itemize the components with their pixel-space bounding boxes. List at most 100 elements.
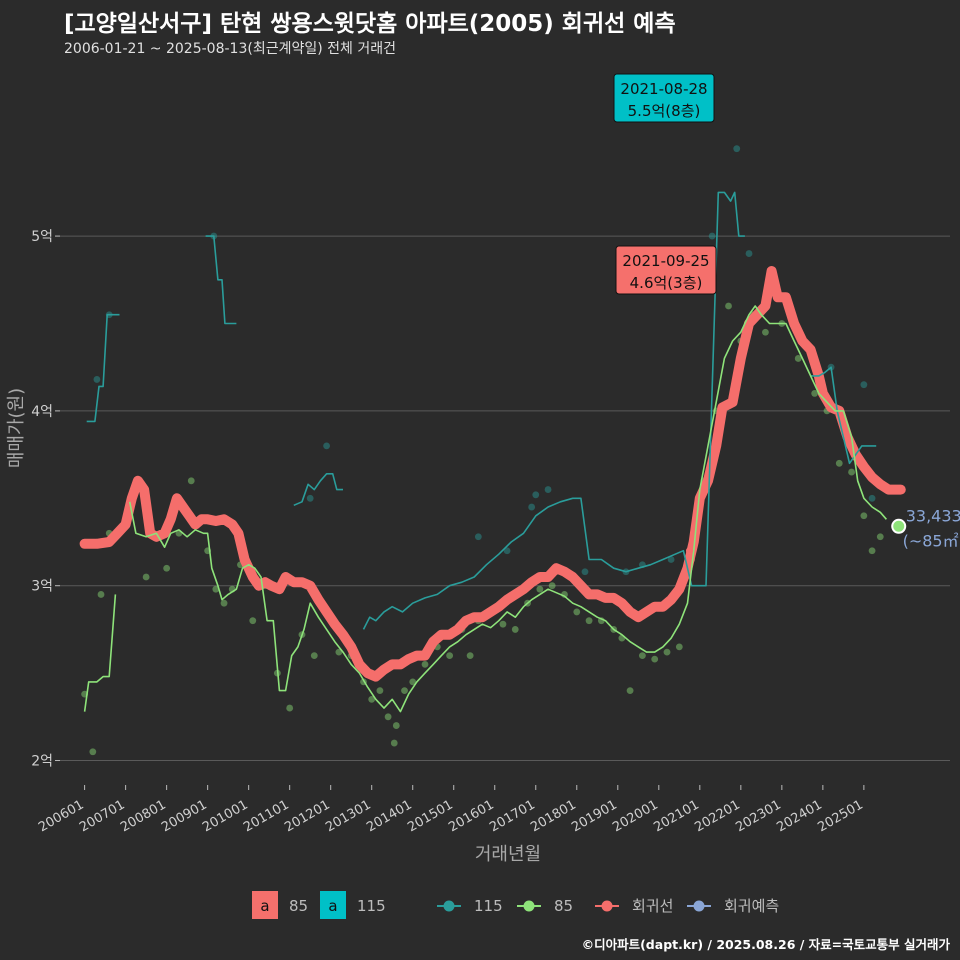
series-line-115	[810, 366, 877, 465]
y-tick-label: 3억	[31, 579, 53, 595]
scatter-layer	[81, 145, 884, 756]
scatter-point-85	[499, 620, 507, 628]
axis-layer: 2억3억4억5억20060120070120080120090120100120…	[6, 229, 866, 865]
legend-line-marker	[523, 900, 535, 912]
x-tick-label: 200701	[77, 797, 127, 835]
scatter-point-85	[573, 608, 581, 616]
y-tick-label: 4억	[31, 404, 53, 420]
x-tick-label: 202201	[692, 797, 742, 835]
x-tick-label: 200601	[36, 797, 86, 835]
x-tick-label: 202001	[610, 797, 660, 835]
legend-line-label: 회귀예측	[724, 897, 779, 915]
scatter-point-85	[97, 591, 105, 598]
scatter-point-85	[638, 652, 646, 660]
scatter-point-85	[187, 477, 195, 485]
annotation-85-price: 4.6억(3층)	[630, 274, 703, 292]
legend-fill-key: a	[260, 897, 269, 915]
x-tick-label: 202401	[774, 797, 824, 835]
legend-fill-swatch	[320, 891, 346, 919]
scatter-point-85	[835, 459, 843, 467]
scatter-point-115	[474, 533, 482, 541]
scatter-point-85	[511, 626, 519, 633]
legend-fill-label: 115	[357, 897, 386, 915]
annotation-115-price: 5.5억(8층)	[628, 102, 701, 120]
scatter-point-115	[667, 556, 675, 563]
scatter-point-115	[581, 568, 589, 576]
scatter-point-85	[675, 643, 683, 651]
scatter-point-85	[392, 722, 400, 729]
legend-fill-label: 85	[289, 897, 308, 915]
scatter-point-85	[384, 713, 392, 721]
scatter-point-85	[401, 687, 408, 694]
scatter-point-85	[376, 687, 384, 694]
scatter-point-115	[708, 232, 716, 240]
forecast-area: (~85㎡)	[903, 531, 960, 550]
x-tick-label: 201501	[405, 797, 455, 835]
series-line-115	[86, 313, 120, 423]
scatter-point-85	[548, 582, 556, 590]
x-tick-label: 201101	[241, 797, 291, 835]
scatter-point-85	[651, 655, 659, 663]
credit-text: ©디아파트(dapt.kr) / 2025.08.26 / 자료=국토교통부 실…	[581, 937, 950, 952]
scatter-point-85	[335, 648, 343, 656]
y-tick-label: 5억	[31, 229, 53, 245]
scatter-point-85	[466, 652, 474, 660]
y-tick-label: 2억	[31, 754, 53, 770]
scatter-point-85	[142, 573, 150, 581]
scatter-point-85	[876, 533, 884, 541]
x-tick-label: 200801	[118, 797, 168, 835]
legend: a 85 a 115 115 85 회귀선 회귀예측	[252, 891, 779, 919]
scatter-point-85	[585, 617, 593, 625]
x-axis-title: 거래년월	[475, 844, 541, 865]
scatter-point-85	[446, 652, 454, 660]
scatter-point-85	[220, 599, 228, 607]
line-layer	[79, 191, 906, 713]
page-title: [고양일산서구] 탄현 쌍용스윗닷홈 아파트(2005) 회귀선 예측	[64, 11, 676, 37]
scatter-point-85	[409, 678, 417, 686]
forecast-value: 33,433	[906, 506, 960, 525]
annotation-85-marker	[685, 547, 694, 555]
legend-line-marker	[693, 900, 705, 912]
grid-layer	[60, 235, 950, 762]
legend-line-label: 회귀선	[632, 897, 673, 915]
legend-line-label: 85	[554, 897, 573, 915]
forecast-marker	[891, 518, 907, 534]
scatter-point-115	[306, 494, 314, 502]
annotation-layer: 2021-08-28 5.5억(8층) 2021-09-25 4.6억(3층) 33,4…	[613, 73, 960, 555]
annotation-115-date: 2021-08-28	[620, 80, 707, 98]
scatter-point-115	[868, 494, 876, 502]
series-line-115	[293, 473, 343, 507]
scatter-point-85	[249, 617, 257, 625]
x-tick-label: 200901	[159, 797, 209, 835]
legend-line-marker	[601, 900, 613, 912]
scatter-point-115	[860, 381, 868, 389]
legend-line-label: 115	[474, 897, 503, 915]
series-line-115	[205, 235, 237, 325]
scatter-point-85	[811, 390, 819, 397]
annotation-85-box	[615, 245, 717, 295]
x-tick-label: 202501	[815, 797, 865, 835]
x-tick-label: 202101	[651, 797, 701, 835]
scatter-point-115	[532, 491, 540, 499]
x-tick-label: 201701	[487, 797, 537, 835]
scatter-point-115	[544, 486, 552, 493]
scatter-point-85	[762, 328, 769, 336]
scatter-point-85	[868, 547, 876, 555]
scatter-point-85	[860, 512, 868, 520]
scatter-point-115	[733, 145, 741, 153]
x-tick-label: 201201	[282, 797, 332, 835]
series-line-115	[362, 191, 745, 630]
scatter-point-115	[528, 503, 536, 511]
legend-fill-key: a	[328, 897, 337, 915]
annotation-115-box	[613, 73, 715, 123]
annotation-85-date: 2021-09-25	[622, 252, 709, 270]
scatter-point-85	[89, 748, 97, 756]
x-tick-label: 201601	[446, 797, 496, 835]
scatter-point-115	[93, 376, 101, 383]
y-axis-title: 매매가(원)	[6, 388, 27, 468]
series-line-85	[128, 305, 888, 713]
scatter-point-85	[368, 695, 376, 703]
scatter-point-85	[310, 652, 318, 660]
scatter-point-85	[286, 704, 294, 712]
